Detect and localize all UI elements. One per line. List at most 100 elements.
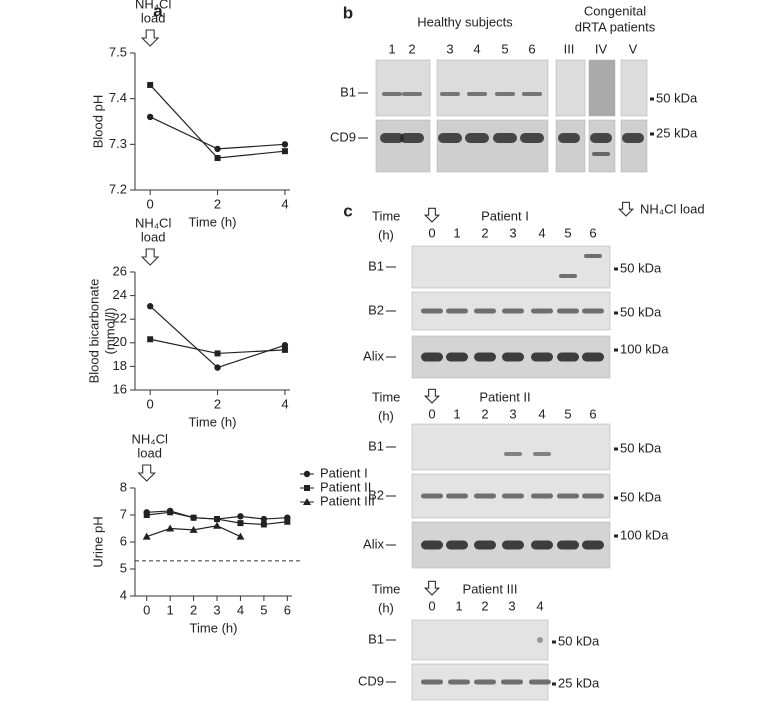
row-label: Alix — [363, 348, 384, 363]
blot-strip — [588, 59, 616, 117]
row-label: B2 — [368, 302, 384, 317]
row-label: B1 — [368, 258, 384, 273]
blot-band — [557, 493, 579, 499]
lane-label: 4 — [538, 406, 545, 421]
blot-strip — [436, 59, 549, 117]
x-tick-label: 4 — [281, 196, 288, 211]
blot-band — [440, 92, 460, 96]
blot-band — [474, 493, 496, 499]
annotation: load — [141, 229, 166, 244]
x-tick-label: 4 — [281, 396, 288, 411]
blot-band — [421, 352, 443, 362]
lane-label: 4 — [473, 41, 480, 56]
row-label: CD9 — [330, 129, 356, 144]
lane-label: 2 — [481, 225, 488, 240]
marker — [190, 514, 197, 521]
size-marker: 50 kDa — [620, 440, 662, 455]
blot-band — [502, 540, 524, 550]
marker — [143, 512, 150, 518]
lane-label: 3 — [509, 225, 516, 240]
blot-band — [380, 133, 404, 143]
x-tick-label: 6 — [284, 602, 291, 617]
size-marker: 50 kDa — [558, 633, 600, 648]
marker — [281, 148, 288, 155]
group-label: dRTA patients — [575, 19, 656, 34]
row-label: CD9 — [358, 673, 384, 688]
y-tick-label: 24 — [113, 287, 127, 302]
blot-band — [504, 452, 522, 456]
row-label: B1 — [340, 84, 356, 99]
arrow-icon — [617, 201, 635, 217]
marker — [281, 341, 289, 349]
lane-label: 3 — [509, 406, 516, 421]
blot-strip — [436, 119, 549, 173]
y-tick-label: 18 — [113, 358, 127, 373]
size-tick — [614, 534, 618, 538]
lane-label: 2 — [481, 598, 488, 613]
size-marker: 50 kDa — [620, 489, 662, 504]
size-marker: 50 kDa — [656, 90, 698, 105]
arrow-icon — [140, 29, 160, 47]
marker — [147, 336, 154, 343]
lane-label: 3 — [508, 598, 515, 613]
legend-label: NH₄Cl load — [640, 201, 705, 216]
y-axis-label: (mmol/l) — [102, 308, 117, 355]
size-marker: 25 kDa — [558, 675, 600, 690]
blot-band — [558, 133, 580, 143]
row-label: B2 — [368, 487, 384, 502]
marker — [146, 113, 154, 121]
group-label: Congenital — [584, 3, 646, 18]
marker — [189, 525, 198, 533]
y-tick-label: 8 — [120, 479, 127, 494]
arrow-icon — [423, 388, 441, 404]
line — [149, 116, 285, 150]
lane-label: 0 — [428, 406, 435, 421]
time-label: Time — [372, 389, 400, 404]
patient-label: Patient II — [479, 389, 530, 404]
blot-band — [557, 540, 579, 550]
blot-band — [502, 352, 524, 362]
blot-strip — [555, 119, 586, 173]
x-tick-label: 5 — [260, 602, 267, 617]
blot-strip — [588, 119, 616, 173]
size-marker: 100 kDa — [620, 527, 669, 542]
group-label: Healthy subjects — [417, 14, 513, 29]
blot-band — [533, 452, 551, 456]
row-label: B1 — [368, 438, 384, 453]
patient-label: Patient I — [481, 208, 529, 223]
x-tick-label: 2 — [214, 396, 221, 411]
lane-label: 1 — [388, 41, 395, 56]
marker — [303, 498, 311, 505]
lane-label: III — [564, 41, 575, 56]
marker — [214, 516, 221, 523]
blot-band — [557, 352, 579, 362]
blot-strip — [375, 119, 431, 173]
lane-label: IV — [595, 41, 608, 56]
blot-band — [501, 679, 523, 685]
size-marker: 25 kDa — [656, 125, 698, 140]
blot-band — [493, 133, 517, 143]
legend-label: Patient I — [320, 465, 368, 480]
blot-band — [438, 133, 462, 143]
patient-label: Patient III — [463, 581, 518, 596]
blot-band — [592, 152, 610, 156]
marker — [260, 521, 267, 528]
blot-strip — [375, 59, 431, 117]
blot-band — [474, 308, 496, 314]
x-axis-label: Time (h) — [189, 414, 237, 429]
size-tick — [552, 640, 556, 644]
row-label: B1 — [368, 631, 384, 646]
blot-band — [421, 493, 443, 499]
marker — [146, 303, 154, 310]
time-label: (h) — [378, 227, 394, 242]
blot-band — [559, 274, 577, 278]
blot-band — [446, 308, 468, 314]
y-tick-label: 22 — [113, 311, 127, 326]
blot-band — [529, 679, 551, 685]
marker — [281, 346, 288, 353]
marker — [214, 350, 221, 357]
y-tick-label: 26 — [113, 263, 127, 278]
blot-band — [467, 92, 487, 96]
y-tick-label: 7 — [120, 506, 127, 521]
lane-label: 0 — [428, 598, 435, 613]
